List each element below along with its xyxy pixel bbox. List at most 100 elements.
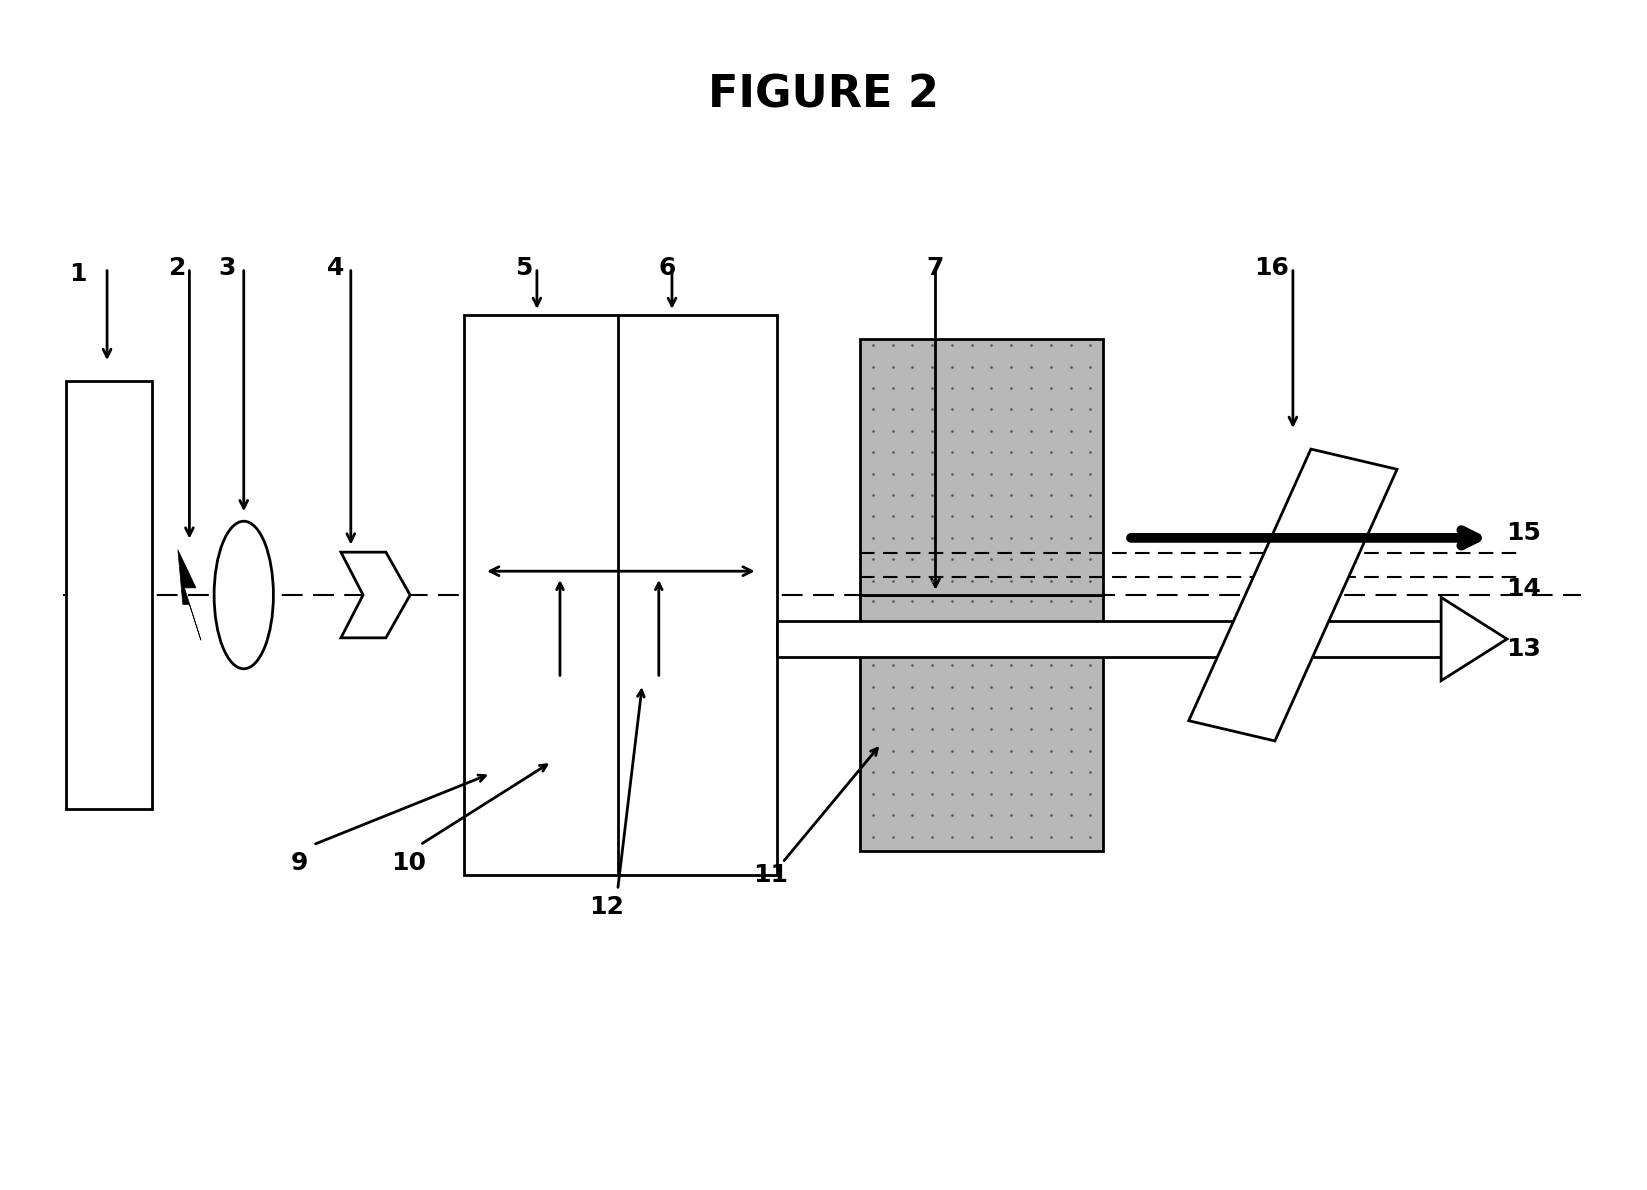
Point <box>899 677 926 696</box>
Point <box>879 634 906 653</box>
Text: 14: 14 <box>1505 577 1542 601</box>
Point <box>879 784 906 803</box>
Point <box>998 378 1024 397</box>
Point <box>919 464 945 483</box>
Point <box>959 357 985 376</box>
Ellipse shape <box>214 521 273 669</box>
Point <box>959 634 985 653</box>
Point <box>998 699 1024 718</box>
Point <box>899 784 926 803</box>
Point <box>1057 357 1084 376</box>
Point <box>899 613 926 632</box>
Point <box>1038 827 1064 846</box>
Point <box>1057 336 1084 355</box>
Point <box>1038 720 1064 739</box>
Point <box>939 634 965 653</box>
Point <box>919 486 945 505</box>
Point <box>1057 486 1084 505</box>
Text: FIGURE 2: FIGURE 2 <box>708 74 939 117</box>
Point <box>879 528 906 547</box>
Point <box>919 507 945 526</box>
Point <box>1057 591 1084 610</box>
Point <box>998 507 1024 526</box>
Point <box>1018 656 1044 675</box>
Point <box>959 763 985 782</box>
Point <box>899 550 926 569</box>
Point <box>919 336 945 355</box>
Point <box>959 336 985 355</box>
Point <box>860 677 886 696</box>
Point <box>959 656 985 675</box>
Point <box>939 677 965 696</box>
Point <box>1038 400 1064 419</box>
Point <box>899 336 926 355</box>
Point <box>879 550 906 569</box>
Point <box>860 443 886 462</box>
Point <box>899 357 926 376</box>
Point <box>919 571 945 590</box>
Point <box>1077 528 1103 547</box>
Point <box>978 464 1005 483</box>
Text: 11: 11 <box>753 863 789 887</box>
Point <box>1077 507 1103 526</box>
Point <box>1018 378 1044 397</box>
Point <box>1077 827 1103 846</box>
Point <box>1018 336 1044 355</box>
Point <box>879 613 906 632</box>
Point <box>860 486 886 505</box>
Point <box>1057 464 1084 483</box>
Point <box>998 677 1024 696</box>
Point <box>1038 591 1064 610</box>
Point <box>860 528 886 547</box>
Text: 2: 2 <box>170 256 186 280</box>
Point <box>939 699 965 718</box>
Point <box>1057 443 1084 462</box>
Polygon shape <box>1189 449 1397 741</box>
Point <box>919 763 945 782</box>
Point <box>1038 741 1064 760</box>
Point <box>939 336 965 355</box>
Point <box>959 806 985 825</box>
Point <box>978 571 1005 590</box>
Point <box>939 400 965 419</box>
Point <box>978 763 1005 782</box>
Point <box>978 336 1005 355</box>
Point <box>1077 571 1103 590</box>
Point <box>919 591 945 610</box>
Point <box>899 720 926 739</box>
Point <box>939 443 965 462</box>
Point <box>879 378 906 397</box>
Point <box>959 677 985 696</box>
Point <box>998 656 1024 675</box>
Point <box>879 336 906 355</box>
Point <box>978 656 1005 675</box>
Point <box>879 827 906 846</box>
Point <box>899 571 926 590</box>
Point <box>860 336 886 355</box>
Point <box>860 357 886 376</box>
Point <box>899 763 926 782</box>
Point <box>1057 677 1084 696</box>
Point <box>1057 656 1084 675</box>
Point <box>1038 763 1064 782</box>
Point <box>1038 507 1064 526</box>
Polygon shape <box>178 550 201 640</box>
Point <box>1057 699 1084 718</box>
Point <box>1038 656 1064 675</box>
Point <box>978 528 1005 547</box>
Point <box>860 784 886 803</box>
Point <box>1038 634 1064 653</box>
Point <box>1038 571 1064 590</box>
Point <box>860 699 886 718</box>
Point <box>919 613 945 632</box>
Point <box>1038 806 1064 825</box>
Point <box>998 591 1024 610</box>
Point <box>879 656 906 675</box>
Point <box>899 827 926 846</box>
Point <box>1057 634 1084 653</box>
Point <box>860 613 886 632</box>
Point <box>1077 357 1103 376</box>
Point <box>978 720 1005 739</box>
Point <box>998 550 1024 569</box>
Point <box>998 464 1024 483</box>
